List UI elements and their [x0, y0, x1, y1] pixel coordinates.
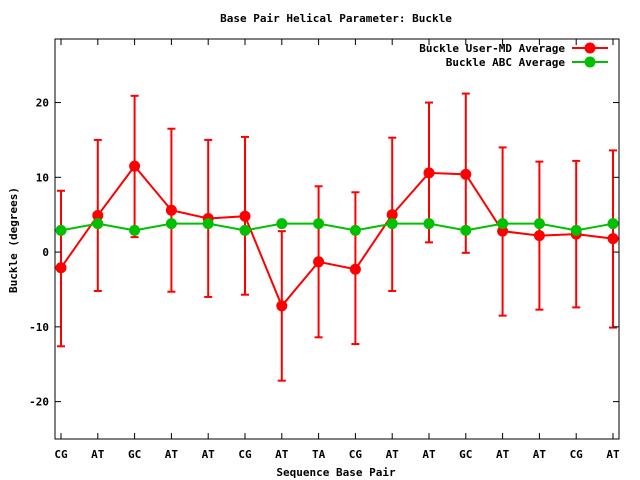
data-point-2: [533, 218, 545, 230]
y-tick-label: 0: [42, 246, 49, 259]
data-point-2: [386, 218, 398, 230]
legend-label: Buckle ABC Average: [446, 56, 566, 69]
data-point-2: [349, 224, 361, 236]
x-axis-label: Sequence Base Pair: [276, 466, 396, 479]
y-tick-label: 10: [36, 171, 49, 184]
data-point-2: [165, 218, 177, 230]
data-point-1: [386, 209, 398, 221]
chart-title: Base Pair Helical Parameter: Buckle: [220, 12, 452, 25]
x-tick-label: AT: [275, 448, 289, 461]
data-point-1: [276, 300, 288, 312]
x-tick-label: GC: [128, 448, 141, 461]
x-tick-label: AT: [606, 448, 620, 461]
x-tick-label: CG: [570, 448, 584, 461]
y-axis-label: Buckle (degrees): [7, 187, 20, 293]
x-tick-label: GC: [459, 448, 472, 461]
data-point-1: [92, 209, 104, 221]
data-point-2: [607, 218, 619, 230]
data-point-2: [423, 218, 435, 230]
data-point-1: [460, 168, 472, 180]
data-point-1: [533, 230, 545, 242]
data-point-1: [313, 256, 325, 268]
x-tick-label: AT: [91, 448, 105, 461]
data-point-1: [423, 167, 435, 179]
data-point-1: [129, 160, 141, 172]
data-point-2: [460, 224, 472, 236]
x-tick-label: AT: [386, 448, 400, 461]
data-point-1: [349, 263, 361, 275]
x-tick-label: AT: [165, 448, 179, 461]
legend-marker: [584, 56, 596, 68]
data-point-1: [239, 210, 251, 222]
x-tick-label: CG: [54, 448, 68, 461]
legend-label: Buckle User-MD Average: [419, 42, 565, 55]
x-tick-label: AT: [533, 448, 547, 461]
data-point-2: [202, 218, 214, 230]
y-tick-label: -20: [29, 396, 49, 409]
x-tick-label: CG: [349, 448, 363, 461]
x-tick-label: AT: [202, 448, 216, 461]
y-tick-label: 20: [36, 97, 49, 110]
data-point-1: [55, 262, 67, 274]
x-tick-label: TA: [312, 448, 326, 461]
data-point-2: [92, 218, 104, 230]
data-point-2: [129, 224, 141, 236]
x-tick-label: CG: [238, 448, 252, 461]
series-line-2: [60, 222, 614, 232]
data-point-2: [55, 224, 67, 236]
data-point-2: [313, 218, 325, 230]
series-line-1: [60, 164, 614, 308]
data-point-2: [276, 218, 288, 230]
legend-marker: [584, 42, 596, 54]
data-point-2: [239, 224, 251, 236]
data-point-2: [570, 224, 582, 236]
plot-frame: [54, 38, 620, 440]
data-point-2: [497, 218, 509, 230]
data-point-1: [607, 233, 619, 245]
x-tick-label: AT: [422, 448, 436, 461]
data-point-1: [165, 204, 177, 216]
x-tick-label: AT: [496, 448, 510, 461]
y-tick-label: -10: [29, 321, 49, 334]
